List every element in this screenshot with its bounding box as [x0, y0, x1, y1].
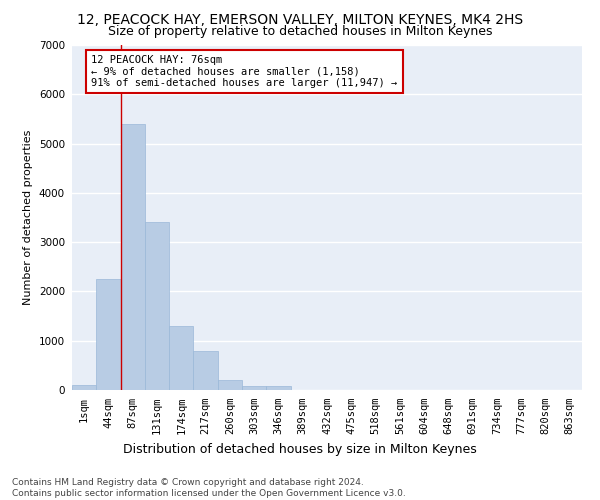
Text: Distribution of detached houses by size in Milton Keynes: Distribution of detached houses by size … [123, 442, 477, 456]
Bar [96, 279, 121, 390]
Bar [169, 326, 193, 390]
Y-axis label: Number of detached properties: Number of detached properties [23, 130, 34, 305]
Bar [242, 386, 266, 390]
Text: 12, PEACOCK HAY, EMERSON VALLEY, MILTON KEYNES, MK4 2HS: 12, PEACOCK HAY, EMERSON VALLEY, MILTON … [77, 12, 523, 26]
Bar [193, 350, 218, 390]
Bar [218, 380, 242, 390]
Text: 12 PEACOCK HAY: 76sqm
← 9% of detached houses are smaller (1,158)
91% of semi-de: 12 PEACOCK HAY: 76sqm ← 9% of detached h… [91, 55, 398, 88]
Text: Contains HM Land Registry data © Crown copyright and database right 2024.
Contai: Contains HM Land Registry data © Crown c… [12, 478, 406, 498]
Bar [145, 222, 169, 390]
Bar [121, 124, 145, 390]
Bar [72, 385, 96, 390]
Bar [266, 386, 290, 390]
Text: Size of property relative to detached houses in Milton Keynes: Size of property relative to detached ho… [108, 25, 492, 38]
